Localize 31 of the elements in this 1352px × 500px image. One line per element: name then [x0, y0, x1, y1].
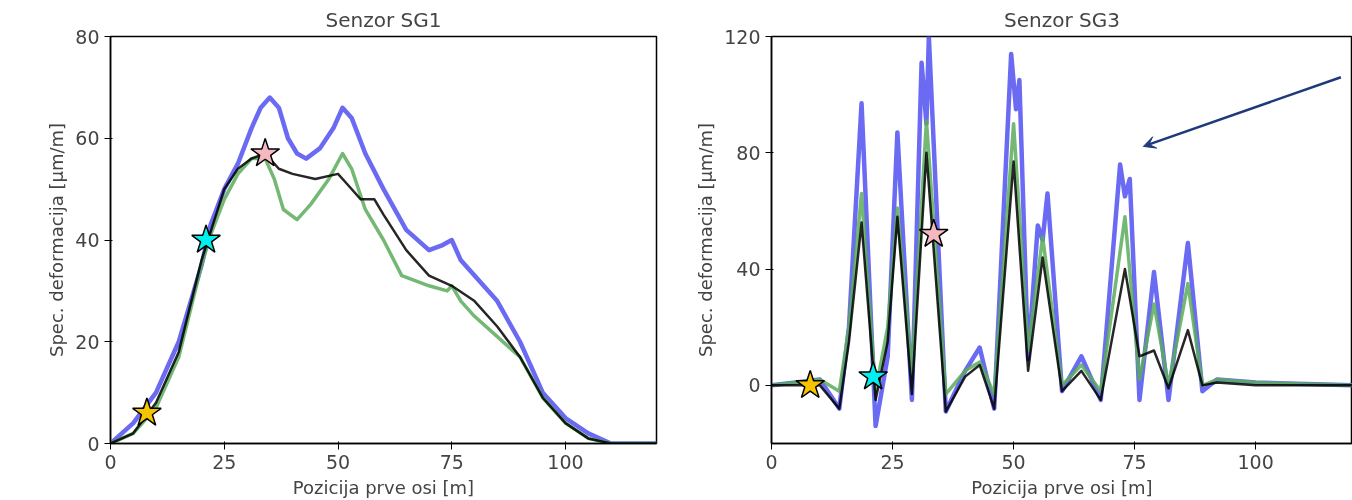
- x-tick-label: 100: [1237, 450, 1274, 473]
- x-tick-label: 50: [1001, 450, 1026, 473]
- point: [131, 397, 162, 426]
- y-axis-title: Spec. deformacija [µm/m]: [695, 122, 717, 358]
- y-tick-label: 80: [736, 141, 761, 164]
- point: [858, 360, 889, 390]
- y-axis-title: Spec. deformacija [µm/m]: [46, 122, 68, 358]
- x-tick-label: 75: [1122, 450, 1147, 473]
- y-tick-label: 60: [75, 127, 100, 150]
- x-tick-label: 75: [439, 450, 464, 473]
- point: [795, 369, 826, 399]
- y-tick-label: 80: [75, 25, 100, 48]
- x-tick-label: 25: [880, 450, 905, 473]
- y-tick-label: 20: [75, 330, 100, 353]
- point: [918, 218, 949, 248]
- x-tick-label: 100: [547, 450, 584, 473]
- x-axis-title: Pozicija prve osi [m]: [971, 476, 1153, 498]
- y-tick-label: 40: [736, 258, 761, 281]
- y-tick-label: 0: [748, 374, 761, 397]
- point: [191, 224, 222, 253]
- x-tick-label: 0: [104, 450, 117, 473]
- chart-title: Senzor SG1: [325, 7, 442, 32]
- y-tick-label: 40: [75, 229, 100, 251]
- y-tick-label: 120: [724, 25, 761, 48]
- x-axis-title: Pozicija prve osi [m]: [292, 476, 475, 498]
- x-tick-label: 25: [212, 450, 237, 473]
- x-tick-label: 50: [325, 450, 351, 473]
- x-tick-label: 0: [765, 450, 778, 473]
- y-tick-label: 0: [87, 432, 100, 455]
- chart-title: Senzor SG3: [1004, 7, 1120, 32]
- point: [250, 137, 281, 167]
